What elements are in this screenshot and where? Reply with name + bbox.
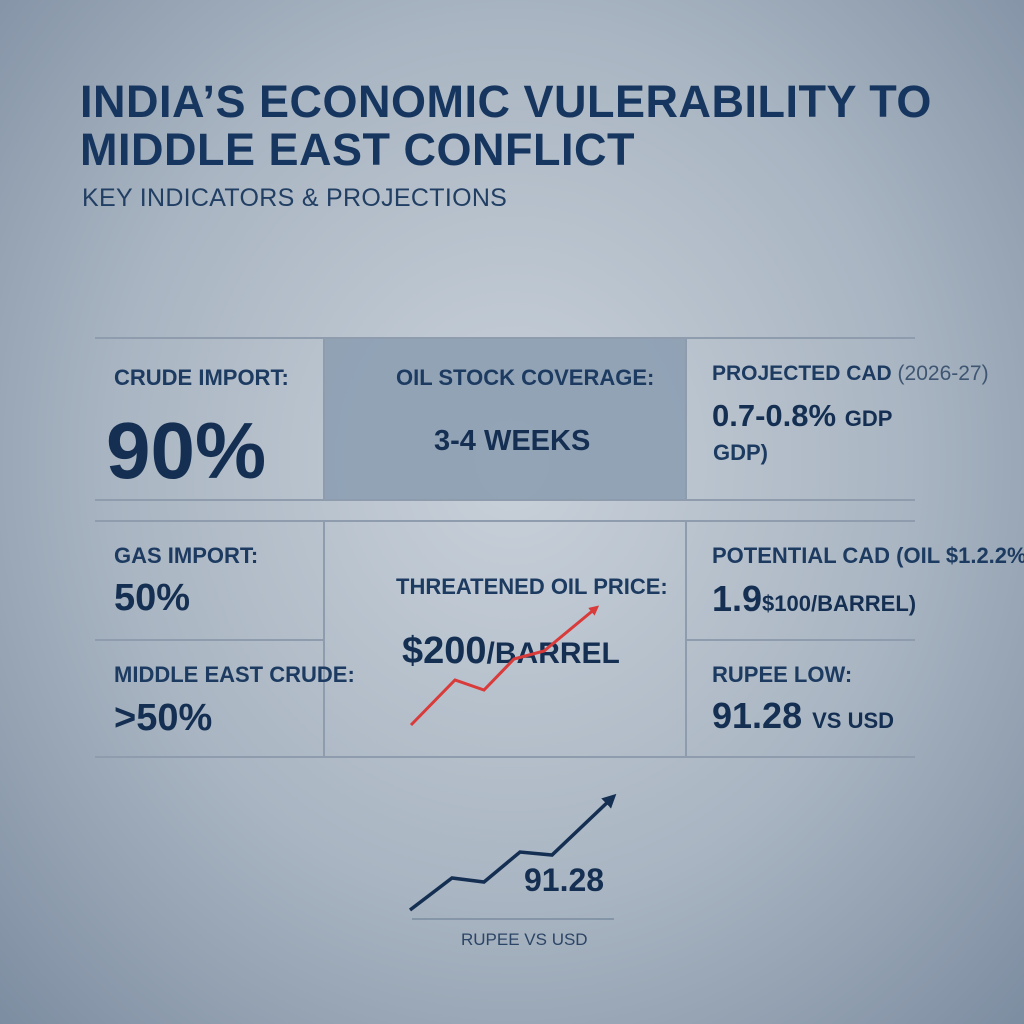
middle-east-crude-value: >50% [114,697,213,739]
projected-cad-label-text: PROJECTED CAD [712,362,892,385]
threatened-oil-value-number: $200 [402,630,487,672]
gas-import-value: 50% [114,577,191,619]
grid-line-col1 [323,337,325,499]
oil-stock-label: OIL STOCK COVERAGE: [396,365,655,390]
projected-cad-value-extra: GDP) [713,440,768,465]
potential-cad-value-unit: $100/BARREL) [762,591,917,616]
grid-line-col1-lower [323,520,325,756]
grid-line-left-mid [95,639,323,641]
rupee-low-label: RUPEE LOW: [712,662,853,687]
grid-line-bottom [95,756,915,758]
page-subtitle: KEY INDICATORS & PROJECTIONS [82,184,508,212]
middle-east-crude-label: MIDDLE EAST CRUDE: [114,662,355,687]
projected-cad-period: (2026-27) [897,362,989,385]
rupee-low-value-unit: VS USD [812,708,895,733]
rupee-low-value: 91.28 VS USD [712,695,894,737]
projected-cad-value-unit: GDP [844,406,893,431]
oil-stock-panel-background [325,339,685,499]
potential-cad-value-number: 1.9 [712,578,763,619]
gas-import-label: GAS IMPORT: [114,543,259,568]
crude-import-value: 90% [106,406,267,495]
threatened-oil-value: $200/BARREL [402,630,620,673]
potential-cad-value: 1.9$100/BARREL) [712,578,916,620]
grid-line-row1-bottom [95,499,915,501]
red-trend-arrow-icon [409,605,600,727]
grid-line-col2-lower [685,520,687,756]
grid-line-col2 [685,337,687,499]
potential-cad-label: POTENTIAL CAD (OIL $1.2.2% [712,543,1024,568]
rupee-low-value-number: 91.28 [712,695,803,736]
crude-import-label: CRUDE IMPORT: [114,365,289,390]
page-title: INDIA’S ECONOMIC VULERABILITY TO MIDDLE … [80,76,932,175]
trend-value-label: 91.28 [524,862,605,898]
projected-cad-value-number: 0.7-0.8% [712,398,837,433]
oil-stock-value: 3-4 WEEKS [434,425,591,457]
grid-line-row2-top [95,520,915,522]
projected-cad-label: PROJECTED CAD (2026-27) [712,362,989,386]
threatened-oil-label: THREATENED OIL PRICE: [396,574,668,599]
grid-line-right-mid [686,639,915,641]
grid-line-top [95,337,915,339]
trend-caption: RUPEE VS USD [461,930,588,949]
navy-trend-arrow-icon [408,793,617,912]
projected-cad-value: 0.7-0.8% GDP [712,398,892,434]
